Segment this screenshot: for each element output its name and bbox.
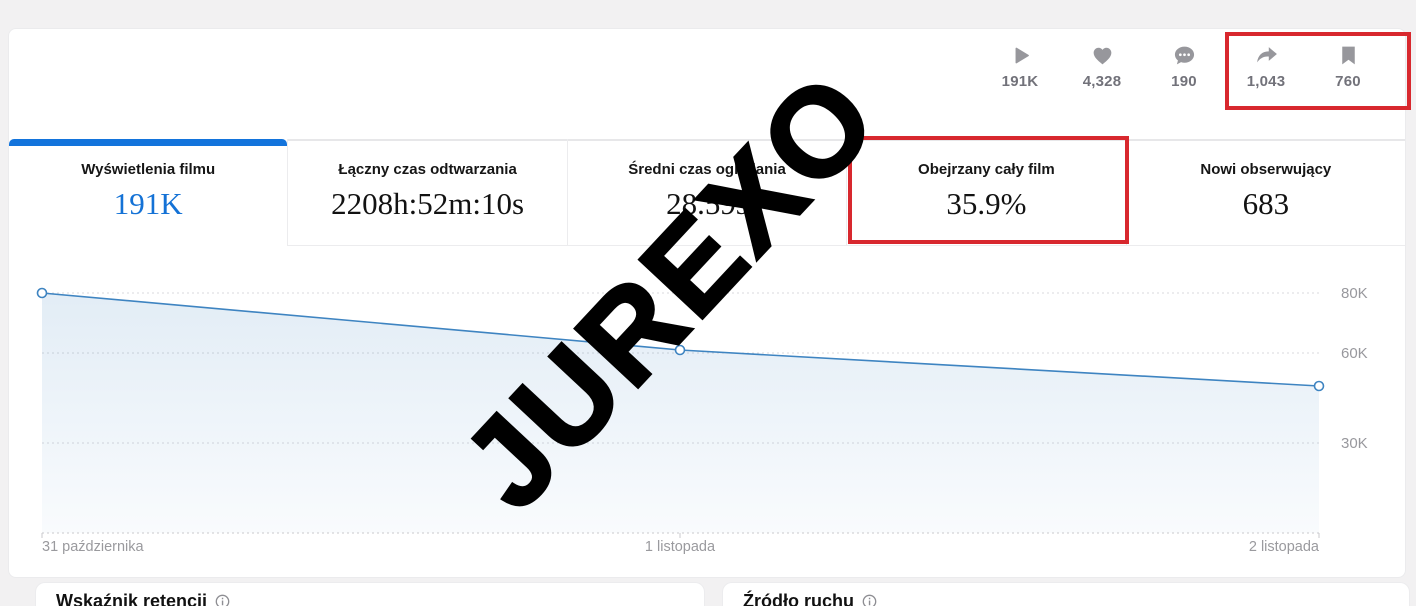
annotation-box-watched-full: [848, 136, 1129, 244]
info-icon[interactable]: [862, 594, 877, 606]
comment-icon: [1174, 46, 1194, 65]
tab-value: 191K: [113, 186, 183, 221]
tab-label: Średni czas oglądania: [628, 161, 786, 178]
tab-label: Wyświetlenia filmu: [81, 161, 216, 178]
retention-section-card: Wskaźnik retencji: [35, 582, 705, 606]
stat-shares: 1,043: [1225, 43, 1307, 90]
tab-video-views[interactable]: Wyświetlenia filmu 191K: [9, 139, 288, 246]
stat-likes: 4,328: [1061, 43, 1143, 90]
tab-label: Łączny czas odtwarzania: [338, 161, 517, 178]
tab-new-followers[interactable]: Nowi obserwujący 683: [1125, 139, 1406, 246]
tab-value: 28.59s: [666, 186, 748, 221]
tab-watched-full-video[interactable]: Obejrzany cały film 35.9%: [846, 139, 1127, 246]
annotation-box-share-save: [1225, 32, 1411, 110]
retention-heading: Wskaźnik retencji: [36, 583, 704, 606]
views-line-chart: 80K 60K 30K 31 października 1 listopada 2 lis…: [36, 285, 1368, 555]
traffic-source-title: Źródło ruchu: [743, 591, 854, 606]
tab-total-play-time[interactable]: Łączny czas odtwarzania 2208h:52m:10s: [287, 139, 568, 246]
traffic-source-section-card: Źródło ruchu: [722, 582, 1410, 606]
tab-value: 35.9%: [946, 186, 1027, 221]
play-icon: [1015, 47, 1029, 64]
video-analytics-card: 191K 4,328 190 1,043: [8, 28, 1406, 578]
engagement-stats-row: 191K 4,328 190 1,043: [979, 43, 1389, 90]
stat-comments-value: 190: [1171, 73, 1197, 90]
tab-value: 683: [1242, 186, 1290, 221]
stat-views-value: 191K: [1001, 73, 1039, 90]
svg-text:2 listopada: 2 listopada: [1249, 539, 1320, 555]
stat-views: 191K: [979, 43, 1061, 90]
stat-saves-value: 760: [1335, 73, 1361, 90]
traffic-source-heading: Źródło ruchu: [723, 583, 1409, 606]
stat-likes-value: 4,328: [1082, 73, 1122, 90]
bookmark-icon: [1341, 46, 1355, 65]
tab-label: Obejrzany cały film: [918, 161, 1055, 178]
svg-text:60K: 60K: [1341, 345, 1368, 362]
tab-avg-watch-time[interactable]: Średni czas oglądania 28.59s: [566, 139, 847, 246]
svg-text:30K: 30K: [1341, 435, 1368, 452]
tab-label: Nowi obserwujący: [1200, 161, 1332, 178]
share-icon: [1256, 47, 1277, 63]
metric-tabs: Wyświetlenia filmu 191K Łączny czas odtw…: [9, 139, 1406, 246]
stat-saves: 760: [1307, 43, 1389, 90]
heart-icon: [1093, 47, 1111, 65]
tab-value: 2208h:52m:10s: [331, 186, 525, 221]
svg-text:1 listopada: 1 listopada: [645, 539, 716, 555]
info-icon[interactable]: [215, 594, 230, 606]
stat-shares-value: 1,043: [1246, 73, 1286, 90]
retention-title: Wskaźnik retencji: [56, 591, 208, 606]
svg-text:31 października: 31 października: [42, 539, 144, 555]
svg-text:80K: 80K: [1341, 285, 1368, 302]
stat-comments: 190: [1143, 43, 1225, 90]
